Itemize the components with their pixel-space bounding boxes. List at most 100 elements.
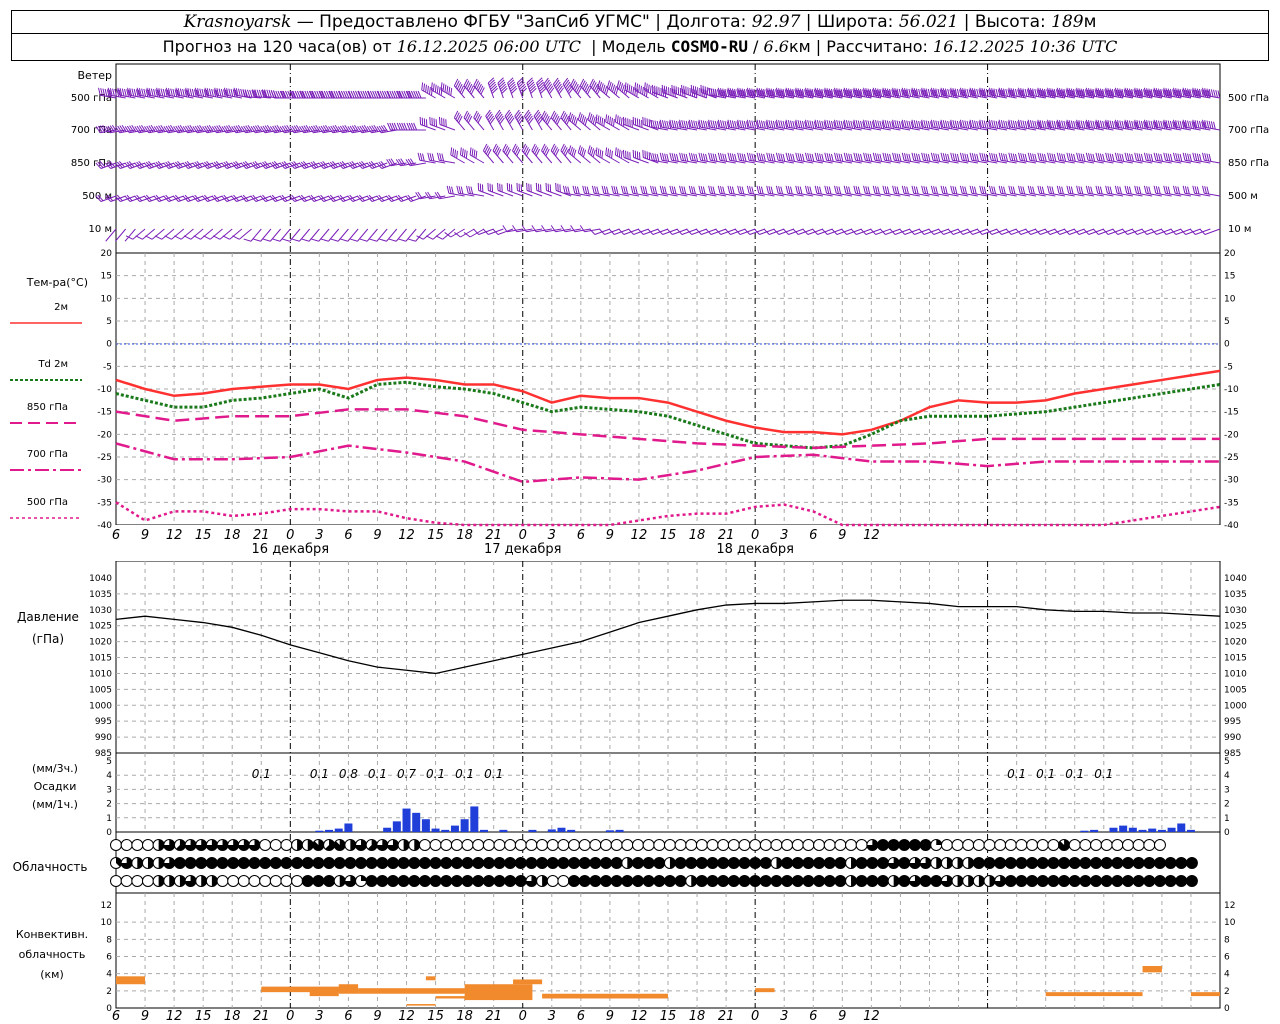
wind-barb-feather	[302, 161, 309, 168]
wind-barb-feather	[620, 117, 623, 126]
wind-barb-feather	[491, 87, 498, 94]
cloud-symbol	[823, 857, 836, 869]
wind-barb-feather	[1165, 120, 1169, 128]
wind-barb-feather	[561, 112, 567, 120]
wind-barb-feather	[790, 186, 793, 195]
alt-unit: м	[1083, 12, 1097, 32]
wind-barb-feather	[882, 185, 886, 194]
wind-barb-feather	[279, 126, 285, 134]
cloud-symbol	[1090, 875, 1103, 887]
wind-barb	[903, 126, 920, 131]
wind-barb-feather	[652, 186, 655, 194]
wind-barb-feather	[1167, 120, 1171, 129]
cloud-fill	[163, 839, 175, 851]
wind-barb	[439, 159, 456, 164]
wind-barb	[442, 228, 456, 240]
wind-barb-feather	[247, 124, 253, 132]
wind-barb-feather	[717, 152, 721, 161]
wind-barb-feather	[1155, 88, 1159, 96]
wind-barb-feather	[482, 143, 488, 151]
wind-barb-feather	[598, 81, 603, 90]
wind-barb-feather	[107, 87, 111, 96]
wind-barb-feather	[215, 89, 219, 98]
cloud-symbol	[216, 875, 229, 887]
wind-barb-feather	[720, 153, 723, 161]
wind-barb-feather	[194, 194, 201, 202]
wind-barb-feather	[216, 88, 220, 96]
wind-barb	[577, 119, 591, 131]
bottom-hour-label: 12	[398, 1009, 415, 1024]
wind-barb-feather	[924, 90, 928, 98]
wind-barb-feather	[986, 228, 993, 235]
wind-barb-feather	[349, 194, 356, 202]
wind-barb-feather	[337, 90, 342, 99]
wind-barb-feather	[768, 153, 772, 161]
wind-barb-feather	[868, 90, 872, 99]
wind-barb-feather	[929, 89, 933, 97]
wind-barb	[589, 85, 601, 99]
wind-barb	[512, 150, 524, 164]
cloud-symbol	[1004, 857, 1017, 869]
wind-barb-feather	[1163, 87, 1166, 96]
wind-barb-feather	[1117, 88, 1120, 96]
wind-barb-feather	[981, 186, 985, 194]
wind-barb-feather	[599, 116, 602, 125]
wind-barb-feather	[470, 186, 474, 195]
wind-barb-feather	[440, 87, 443, 96]
wind-barb-feather	[228, 124, 234, 132]
wind-barb-feather	[1088, 153, 1091, 161]
wind-barb-feather	[1194, 186, 1198, 194]
wind-barb-feather	[740, 90, 744, 98]
wind-barb-feather	[242, 89, 246, 97]
wind-barb-feather	[158, 125, 164, 133]
wind-barb-feather	[1118, 90, 1122, 98]
wind-barb-feather	[458, 83, 463, 92]
wind-barb-feather	[429, 153, 433, 161]
wind-barb-feather	[739, 153, 743, 161]
wind-barb-feather	[128, 161, 135, 168]
wind-barb-feather	[828, 120, 832, 129]
wind-barb-feather	[791, 90, 795, 99]
cloud-symbol	[205, 857, 218, 869]
wind-barb-feather	[1037, 185, 1041, 194]
precip-bar	[431, 828, 440, 832]
cloud-symbol	[365, 857, 378, 869]
temp-tick-left: -20	[97, 430, 112, 440]
cloud-symbol	[887, 839, 900, 851]
wind-barb	[1020, 126, 1037, 131]
wind-barb-feather	[913, 186, 917, 194]
wind-barb-feather	[1184, 88, 1188, 96]
wind-barb	[719, 159, 736, 164]
wind-barb-feather	[1022, 120, 1026, 129]
cloud-symbol	[141, 875, 154, 887]
wind-barb-feather	[1068, 153, 1072, 161]
wind-barb	[516, 228, 533, 233]
wind-barb-feather	[1039, 186, 1043, 194]
wind-barb-feather	[679, 185, 682, 194]
wind-barb-feather	[862, 89, 865, 97]
wind-barb-feather	[364, 90, 369, 99]
wind-barb-feather	[170, 88, 173, 97]
wind-barb-feather	[461, 148, 464, 157]
wind-barb-feather	[1113, 89, 1117, 97]
cloud-symbol	[504, 857, 517, 869]
wind-barb-feather	[874, 153, 878, 161]
wind-barb-feather	[316, 90, 321, 99]
wind-barb-feather	[1134, 87, 1137, 96]
wind-barb-feather	[201, 162, 208, 169]
wind-barb	[187, 94, 204, 99]
wind-barb-feather	[1080, 153, 1084, 162]
wind-barb-feather	[1193, 121, 1197, 130]
wind-barb-feather	[1107, 153, 1111, 161]
wind-barb-feather	[845, 120, 849, 128]
wind-barb-feather	[266, 124, 272, 132]
wind-barb-feather	[957, 228, 964, 235]
wind-barb-feather	[782, 88, 786, 97]
wind-barb-feather	[446, 85, 449, 94]
wind-barb-feather	[1036, 89, 1040, 97]
axis-gap	[116, 525, 1220, 561]
wind-barb-feather	[872, 152, 876, 161]
wind-barb	[652, 126, 669, 131]
wind-barb-feather	[379, 238, 387, 242]
wind-barb-feather	[673, 120, 677, 129]
